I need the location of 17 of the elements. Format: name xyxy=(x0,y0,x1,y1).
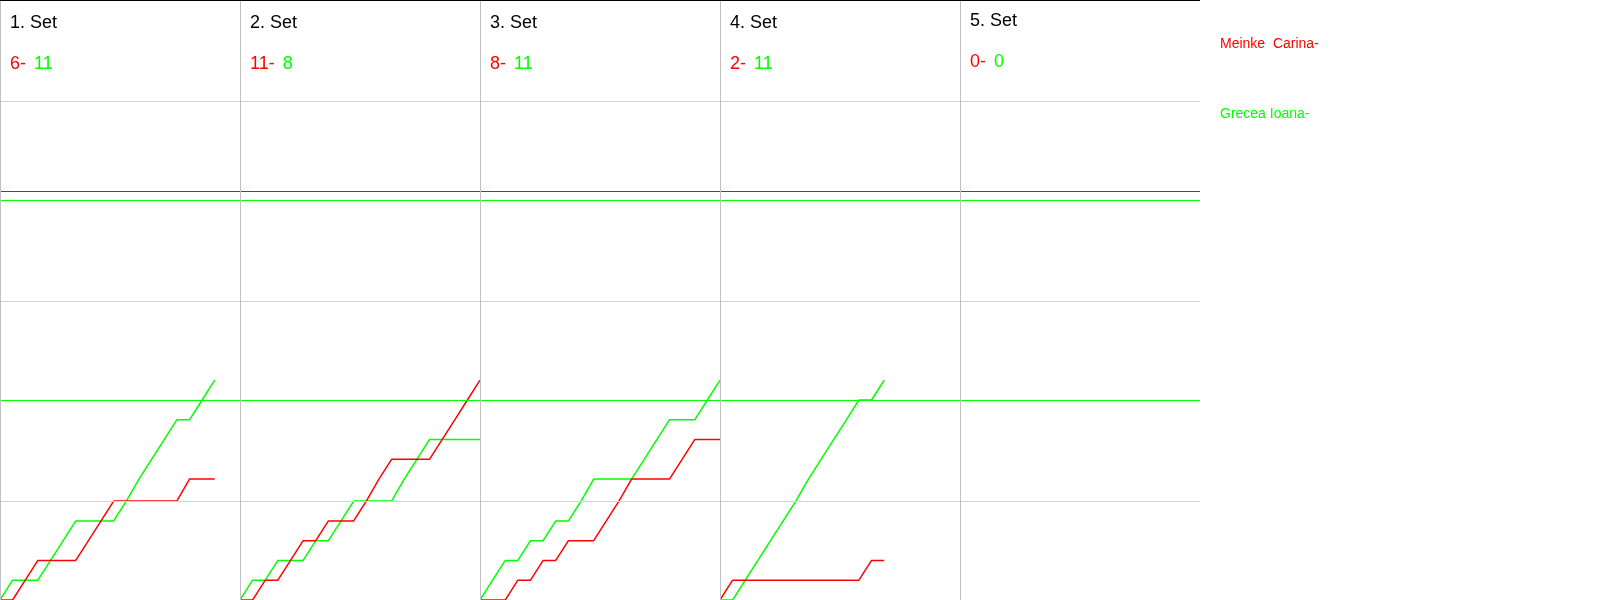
chart-title: 2. Set xyxy=(250,12,298,32)
text: 11 xyxy=(754,53,773,73)
text: 0 xyxy=(994,51,1005,71)
text: Grecea Ioana- xyxy=(1220,105,1310,121)
chart-title: 1. Set xyxy=(10,12,58,32)
text: 2- xyxy=(730,53,747,73)
text: 6- xyxy=(10,53,27,73)
text: 8- xyxy=(490,53,507,73)
chart-title: 3. Set xyxy=(490,12,538,32)
text: 11 xyxy=(34,53,53,73)
text: 5. Set xyxy=(970,10,1018,31)
text: 11- xyxy=(250,53,275,73)
text: 0- xyxy=(970,51,987,71)
text: Meinke Carina- xyxy=(1220,35,1319,51)
chart-title: 4. Set xyxy=(730,12,778,32)
text: 11 xyxy=(514,53,533,73)
text: 8 xyxy=(282,53,293,73)
